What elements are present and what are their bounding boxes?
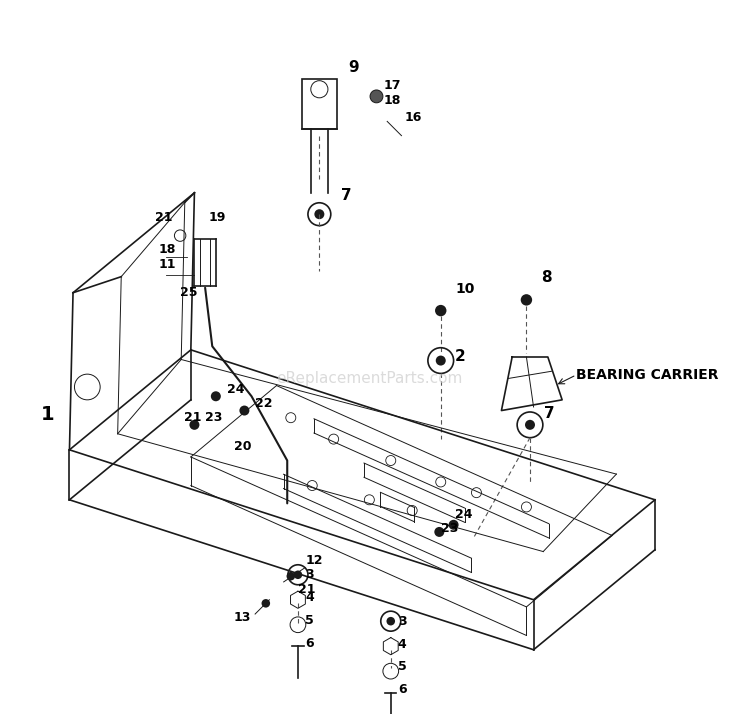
Text: 8: 8 (541, 270, 551, 285)
Text: 4: 4 (305, 591, 314, 604)
Circle shape (294, 570, 302, 579)
Text: 23: 23 (441, 522, 458, 535)
Text: 12: 12 (305, 554, 322, 567)
Circle shape (448, 520, 458, 530)
Circle shape (239, 406, 250, 416)
Text: 5: 5 (398, 660, 406, 673)
Text: 23: 23 (205, 411, 223, 424)
Text: 24: 24 (226, 383, 244, 396)
Circle shape (286, 572, 295, 580)
Circle shape (436, 356, 445, 366)
Text: eReplacementParts.com: eReplacementParts.com (276, 371, 463, 386)
Text: 1: 1 (41, 405, 55, 423)
Circle shape (211, 391, 220, 401)
Text: 17: 17 (383, 79, 401, 92)
Text: 2: 2 (455, 348, 466, 363)
Text: 5: 5 (305, 614, 314, 627)
Text: BEARING CARRIER: BEARING CARRIER (577, 368, 719, 382)
Circle shape (262, 599, 270, 608)
Circle shape (190, 420, 200, 430)
Circle shape (435, 305, 446, 316)
Text: 4: 4 (398, 638, 406, 650)
Text: 10: 10 (455, 282, 475, 296)
Text: 22: 22 (255, 397, 272, 410)
Circle shape (434, 527, 444, 537)
Text: 18: 18 (383, 94, 401, 106)
Text: 3: 3 (305, 568, 314, 581)
Text: 7: 7 (340, 188, 352, 203)
Text: 20: 20 (234, 440, 251, 453)
Text: 25: 25 (180, 286, 198, 299)
Text: 21: 21 (155, 211, 172, 224)
Text: 3: 3 (398, 615, 406, 628)
Text: 19: 19 (209, 211, 226, 224)
Text: 21: 21 (184, 411, 201, 424)
Text: 18: 18 (159, 243, 176, 256)
Text: 6: 6 (398, 683, 406, 696)
Text: 21: 21 (298, 583, 316, 595)
Text: 13: 13 (234, 611, 251, 624)
Text: 6: 6 (305, 637, 314, 650)
Text: 11: 11 (159, 258, 176, 271)
Circle shape (314, 209, 324, 219)
FancyBboxPatch shape (302, 79, 338, 129)
Text: 24: 24 (455, 508, 472, 521)
Circle shape (370, 90, 383, 103)
Text: 9: 9 (348, 60, 358, 76)
Circle shape (386, 617, 395, 625)
Text: 7: 7 (544, 406, 555, 421)
Text: 16: 16 (405, 111, 422, 124)
Circle shape (525, 420, 535, 430)
Circle shape (520, 294, 532, 306)
